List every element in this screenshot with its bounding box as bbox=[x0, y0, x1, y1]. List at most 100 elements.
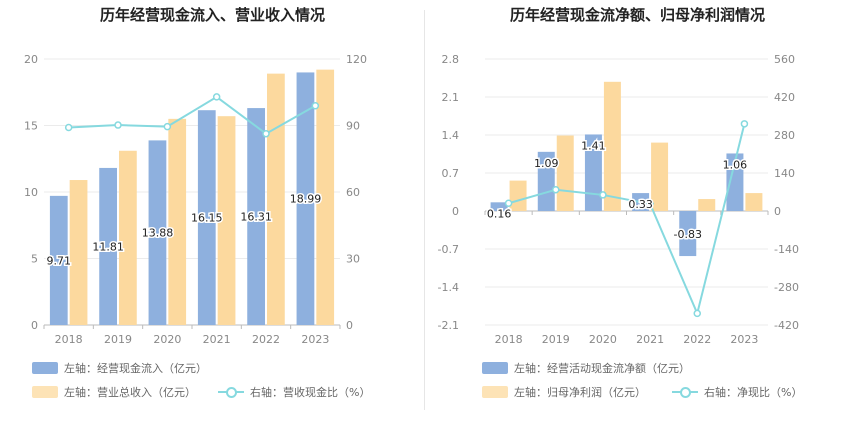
line-series bbox=[508, 123, 746, 317]
line-point bbox=[693, 309, 701, 318]
bar bbox=[296, 72, 315, 325]
bar bbox=[247, 108, 265, 326]
bar bbox=[490, 202, 508, 211]
line-point bbox=[114, 121, 122, 129]
chart-plot-left: 0 5 10 15 20 0 30 60 90 120 2018 2019 2020 2021 2022 20… bbox=[24, 53, 367, 346]
legend-swatch bbox=[32, 362, 58, 374]
data-label: 1.09 bbox=[534, 157, 559, 170]
chart-title: 历年经营现金流入、营业收入情况 bbox=[99, 6, 325, 24]
line-point bbox=[552, 185, 560, 194]
legend-label: 右轴：营收现金比（%） bbox=[250, 386, 371, 399]
data-label: 13.88 bbox=[142, 227, 174, 240]
line-point bbox=[212, 93, 221, 101]
bar bbox=[651, 142, 669, 211]
legend-label: 左轴：归母净利润（亿元） bbox=[514, 386, 646, 399]
bar bbox=[509, 180, 527, 211]
x-tick-label: 2022 bbox=[252, 333, 280, 346]
x-tick-label: 2023 bbox=[301, 333, 329, 346]
chart-panel-left: 历年经营现金流入、营业收入情况 0 5 10 15 20 0 30 60 90 120 2018 20… bbox=[24, 6, 370, 400]
y-right-tick-label: 30 bbox=[346, 253, 360, 266]
chart-plot-right: -2.1 -1.4 -0.7 0 0.7 1.4 2.1 2.8 -420 -280 -140 0 14… bbox=[438, 53, 799, 346]
y-left-tick-label: 20 bbox=[24, 53, 38, 66]
data-label: 9.71 bbox=[47, 254, 72, 267]
bar bbox=[148, 140, 167, 325]
legend-label: 右轴：净现比（%） bbox=[704, 386, 803, 399]
y-left-tick-label: -0.7 bbox=[438, 243, 459, 256]
legend-swatch bbox=[32, 386, 58, 398]
y-left-tick-label: 15 bbox=[24, 120, 38, 133]
x-tick-label: 2022 bbox=[683, 333, 711, 346]
x-tick-label: 2020 bbox=[153, 333, 181, 346]
line-point bbox=[262, 129, 270, 138]
legend-label: 左轴：营业总收入（亿元） bbox=[64, 386, 196, 399]
y-right-tick-label: 560 bbox=[774, 53, 795, 66]
bar bbox=[168, 118, 187, 325]
data-label: -0.83 bbox=[674, 228, 702, 241]
line-point bbox=[504, 199, 513, 207]
line-point bbox=[740, 120, 749, 128]
y-right-tick-label: 0 bbox=[774, 205, 781, 218]
y-left-tick-label: 0 bbox=[452, 205, 459, 218]
legend-item[interactable]: 左轴：经营活动现金流净额（亿元） bbox=[482, 360, 690, 376]
y-right-tick-label: 280 bbox=[774, 129, 795, 142]
bar bbox=[69, 180, 88, 325]
y-right-tick-label: 120 bbox=[346, 53, 367, 66]
data-label: 0.16 bbox=[487, 207, 512, 220]
bar bbox=[584, 134, 602, 211]
x-tick-label: 2021 bbox=[636, 333, 664, 346]
legend-label: 左轴：经营现金流入（亿元） bbox=[64, 362, 207, 375]
legend-item[interactable]: 左轴：营业总收入（亿元） bbox=[32, 384, 196, 400]
legend-item[interactable]: 右轴：净现比（%） bbox=[672, 384, 802, 400]
bar bbox=[99, 167, 117, 325]
legend-line-swatch bbox=[218, 386, 244, 398]
data-label: 18.99 bbox=[290, 193, 322, 206]
y-left-tick-label: -2.1 bbox=[438, 319, 459, 332]
line-point bbox=[599, 191, 607, 199]
bar bbox=[537, 151, 555, 211]
bar bbox=[316, 69, 335, 325]
legend-swatch bbox=[482, 362, 508, 374]
bar bbox=[698, 199, 716, 211]
y-left-tick-label: 1.4 bbox=[442, 129, 460, 142]
bar bbox=[556, 135, 574, 211]
data-label: 1.41 bbox=[581, 139, 606, 152]
chart-title: 历年经营现金流净额、归母净利润情况 bbox=[509, 6, 765, 24]
line-point bbox=[163, 122, 172, 131]
line-point bbox=[311, 102, 320, 110]
x-tick-label: 2019 bbox=[542, 333, 570, 346]
y-right-tick-label: -140 bbox=[774, 243, 799, 256]
bar bbox=[217, 116, 236, 325]
y-left-tick-label: 2.8 bbox=[442, 53, 460, 66]
y-right-tick-label: -280 bbox=[774, 281, 799, 294]
data-label: 1.06 bbox=[723, 158, 748, 171]
bar bbox=[726, 153, 744, 211]
legend-swatch bbox=[482, 386, 508, 398]
bar bbox=[679, 211, 697, 257]
x-tick-label: 2020 bbox=[589, 333, 617, 346]
bar bbox=[197, 110, 216, 325]
y-right-tick-label: 420 bbox=[774, 91, 795, 104]
y-right-tick-label: 0 bbox=[346, 319, 353, 332]
y-left-tick-label: 0.7 bbox=[442, 167, 460, 180]
x-tick-label: 2023 bbox=[730, 333, 758, 346]
y-left-tick-label: -1.4 bbox=[438, 281, 459, 294]
line-point bbox=[646, 200, 654, 208]
y-left-tick-label: 10 bbox=[24, 186, 38, 199]
line-point bbox=[64, 123, 73, 132]
y-right-tick-label: 90 bbox=[346, 120, 360, 133]
y-left-tick-label: 0 bbox=[31, 319, 38, 332]
y-left-tick-label: 5 bbox=[31, 253, 38, 266]
data-label: 16.15 bbox=[191, 212, 223, 225]
bar bbox=[119, 150, 137, 325]
y-right-tick-label: -420 bbox=[774, 319, 799, 332]
legend-item[interactable]: 右轴：营收现金比（%） bbox=[218, 384, 370, 400]
data-label: 16.31 bbox=[240, 211, 272, 224]
legend-line-swatch bbox=[672, 386, 698, 398]
y-right-tick-label: 60 bbox=[346, 186, 360, 199]
legend-item[interactable]: 左轴：归母净利润（亿元） bbox=[482, 384, 646, 400]
legend-item[interactable]: 左轴：经营现金流入（亿元） bbox=[32, 360, 207, 376]
x-tick-label: 2021 bbox=[203, 333, 231, 346]
bar bbox=[745, 193, 763, 211]
chart-panel-right: 历年经营现金流净额、归母净利润情况 -2.1 -1.4 -0.7 0 0.7 1.4 2.1… bbox=[425, 0, 850, 437]
panel-divider bbox=[424, 10, 425, 410]
